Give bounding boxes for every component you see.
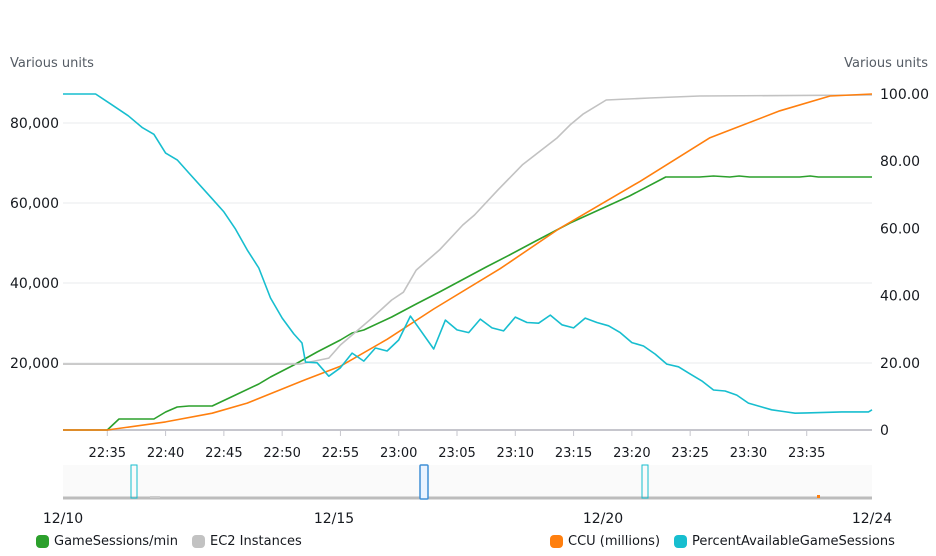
series-line-ec2-instances bbox=[63, 94, 873, 365]
legend-swatch bbox=[550, 535, 563, 548]
series-line-percentavailablegamesessions bbox=[63, 93, 873, 415]
navigator-blip bbox=[130, 464, 138, 499]
navigator-selection-handle[interactable] bbox=[419, 464, 429, 500]
legend-label: PercentAvailableGameSessions bbox=[692, 534, 895, 549]
legend-label: GameSessions/min bbox=[54, 534, 178, 549]
x-tick-label: 23:00 bbox=[380, 446, 417, 461]
navigator-blip bbox=[641, 464, 649, 499]
left-tick-label: 60,000 bbox=[10, 196, 59, 212]
right-tick-label: 80.00 bbox=[880, 154, 920, 170]
x-tick-label: 23:15 bbox=[555, 446, 592, 461]
x-tick-label: 23:35 bbox=[788, 446, 825, 461]
navigator-blip bbox=[817, 495, 820, 498]
right-tick-label: 100.00 bbox=[880, 87, 929, 103]
left-tick-label: 20,000 bbox=[10, 356, 59, 372]
left-tick-label: 40,000 bbox=[10, 276, 59, 292]
right-tick-label: 40.00 bbox=[880, 289, 920, 305]
legend-item-gamesessions[interactable]: GameSessions/min bbox=[36, 534, 178, 549]
legend-label: EC2 Instances bbox=[209, 534, 302, 549]
x-tick-label: 22:35 bbox=[89, 446, 126, 461]
navigator-blip bbox=[150, 496, 160, 498]
legend-swatch bbox=[191, 535, 205, 548]
right-tick-label: 20.00 bbox=[880, 356, 920, 372]
navigator-date-label: 12/10 bbox=[43, 511, 83, 527]
x-tick-label: 23:25 bbox=[671, 446, 708, 461]
legend-label: CCU (millions) bbox=[568, 534, 661, 549]
navigator-date-label: 12/24 bbox=[852, 511, 892, 527]
legend-item-ec2-instances[interactable]: EC2 Instances bbox=[191, 534, 302, 549]
legend-item-percent-available[interactable]: PercentAvailableGameSessions bbox=[674, 534, 895, 549]
navigator-date-label: 12/15 bbox=[314, 511, 354, 527]
x-tick-label: 22:45 bbox=[205, 446, 242, 461]
series-line-gamesessions-min bbox=[63, 175, 872, 431]
legend-item-ccu[interactable]: CCU (millions) bbox=[550, 534, 660, 549]
x-tick-label: 23:10 bbox=[497, 446, 534, 461]
x-tick-label: 22:40 bbox=[147, 446, 184, 461]
x-tick-label: 23:30 bbox=[730, 446, 767, 461]
line-chart: 20,000 40,000 60,000 80,000 0 20.00 40.00 60.00… bbox=[10, 87, 929, 527]
x-tick-label: 22:55 bbox=[322, 446, 359, 461]
legend-swatch bbox=[674, 535, 688, 548]
x-tick-label: 23:20 bbox=[613, 446, 650, 461]
legend-swatch bbox=[36, 535, 49, 548]
left-axis-label: Various units bbox=[10, 56, 94, 71]
right-tick-label: 0 bbox=[880, 423, 889, 439]
x-tick-label: 23:05 bbox=[438, 446, 475, 461]
legend-right: CCU (millions) PercentAvailableGameSessi… bbox=[550, 534, 895, 549]
series-line-ccu-millions- bbox=[63, 93, 873, 431]
legend-left: GameSessions/min EC2 Instances bbox=[36, 534, 302, 549]
navigator-date-label: 12/20 bbox=[583, 511, 623, 527]
right-tick-label: 60.00 bbox=[880, 221, 920, 237]
x-tick-label: 22:50 bbox=[263, 446, 300, 461]
left-tick-label: 80,000 bbox=[10, 116, 59, 132]
navigator-track bbox=[63, 465, 872, 498]
right-axis-label: Various units bbox=[844, 56, 928, 71]
